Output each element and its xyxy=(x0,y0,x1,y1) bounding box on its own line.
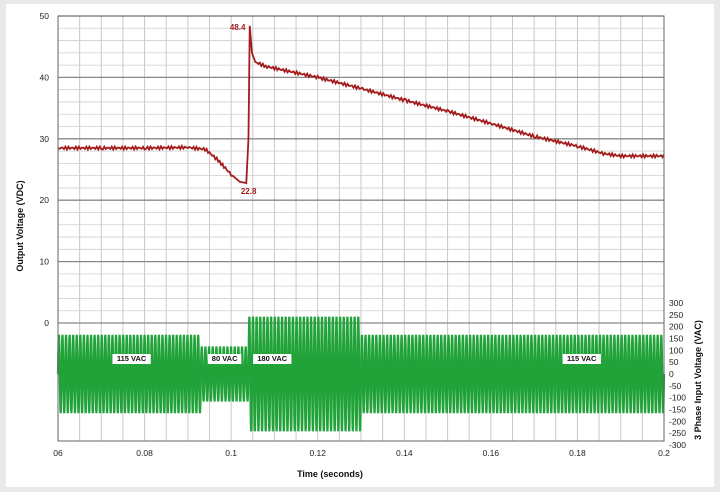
y-left-tick-label: 0 xyxy=(44,318,49,328)
y-right-tick-label: -200 xyxy=(669,416,686,426)
y-right-tick-label: -250 xyxy=(669,428,686,438)
y-left-tick-label: 30 xyxy=(40,134,50,144)
y-right-tick-label: 200 xyxy=(669,322,683,332)
x-tick-label: 0.12 xyxy=(309,448,326,458)
input-voltage-segment xyxy=(199,346,250,402)
y-left-tick-label: 10 xyxy=(40,257,50,267)
output-value-label: 48.4 xyxy=(230,23,246,32)
input-voltage-label: 180 VAC xyxy=(257,354,287,363)
y-right-tick-label: 250 xyxy=(669,310,683,320)
input-voltage-waveform xyxy=(56,316,666,432)
x-tick-label: 0.08 xyxy=(136,448,153,458)
x-tick-label: 0.2 xyxy=(658,448,670,458)
output-value-label: 22.8 xyxy=(241,187,257,196)
axes: 06 0.08 0.1 0.12 0.14 0.16 0.18 0.2 0 10 20 30 40 50 3… xyxy=(40,11,687,458)
x-tick-label: 0.18 xyxy=(569,448,586,458)
y-right-tick-label: -100 xyxy=(669,393,686,403)
output-voltage-series xyxy=(57,25,665,185)
y-axis-left-label: Output Voltage (VDC) xyxy=(15,180,25,271)
x-tick-label: 0.16 xyxy=(483,448,500,458)
y-left-tick-label: 40 xyxy=(40,72,50,82)
y-right-tick-label: 150 xyxy=(669,334,683,344)
input-voltage-label: 80 VAC xyxy=(212,354,238,363)
input-label-background xyxy=(562,354,601,364)
y-left-tick-label: 20 xyxy=(40,195,50,205)
x-tick-label: 0.1 xyxy=(225,448,237,458)
x-axis-label: Time (seconds) xyxy=(297,469,363,479)
y-right-tick-label: -300 xyxy=(669,440,686,450)
annotations: 48.4 22.8 115 VAC 80 VAC 180 VAC 115 VAC xyxy=(112,23,601,364)
chart-frame: 06 0.08 0.1 0.12 0.14 0.16 0.18 0.2 0 10 20 30 40 50 3… xyxy=(6,4,714,487)
input-label-background xyxy=(112,354,151,364)
voltage-chart: 06 0.08 0.1 0.12 0.14 0.16 0.18 0.2 0 10 20 30 40 50 3… xyxy=(15,11,703,479)
y-left-tick-label: 50 xyxy=(40,11,50,21)
y-right-tick-label: 0 xyxy=(669,369,674,379)
y-right-tick-label: 300 xyxy=(669,298,683,308)
x-tick-label: 06 xyxy=(53,448,63,458)
y-right-tick-label: -150 xyxy=(669,405,686,415)
output-voltage-line xyxy=(57,25,665,185)
y-right-tick-label: -50 xyxy=(669,381,682,391)
input-voltage-segment xyxy=(359,334,666,414)
input-label-background xyxy=(207,354,242,364)
input-voltage-label: 115 VAC xyxy=(117,354,147,363)
input-voltage-segment xyxy=(56,334,202,414)
y-right-tick-label: 50 xyxy=(669,357,679,367)
input-voltage-segment xyxy=(247,316,363,432)
y-right-tick-label: 100 xyxy=(669,345,683,355)
input-label-background xyxy=(253,354,292,364)
y-axis-right-label: 3 Phase Input Voltage (VAC) xyxy=(693,320,703,440)
input-voltage-label: 115 VAC xyxy=(567,354,597,363)
plot-border xyxy=(57,15,665,442)
x-tick-label: 0.14 xyxy=(396,448,413,458)
